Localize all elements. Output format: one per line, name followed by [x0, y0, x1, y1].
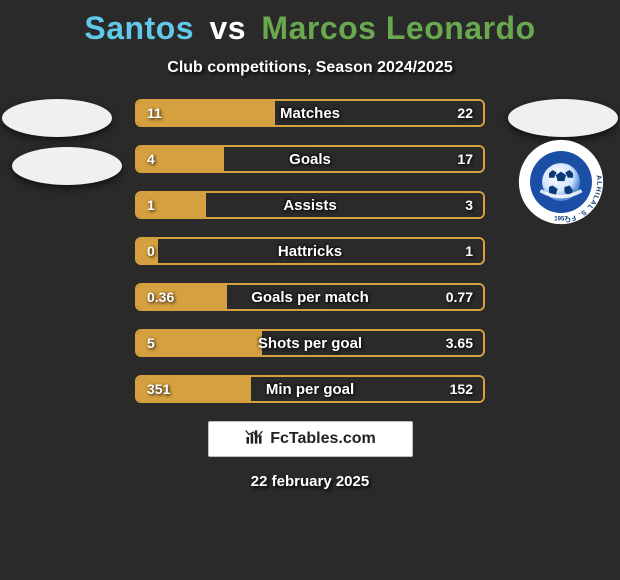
avatar-placeholder-left-1	[2, 99, 112, 137]
comparison-stage: ALHILAL S. FC 1957 Matches1122 Goals417 As…	[0, 99, 620, 403]
title-player1: Santos	[84, 10, 194, 46]
brand-box: FcTables.com	[208, 421, 413, 457]
stat-fill-left	[137, 239, 158, 263]
bar-chart-icon	[244, 427, 264, 452]
stat-row-goals: Goals417	[135, 145, 485, 173]
stat-row-assists: Assists13	[135, 191, 485, 219]
stat-fill-left	[137, 285, 227, 309]
stat-row-shots-per-goal: Shots per goal53.65	[135, 329, 485, 357]
stat-row-min-per-goal: Min per goal351152	[135, 375, 485, 403]
footer-date: 22 february 2025	[0, 473, 620, 490]
stat-fill-left	[137, 193, 206, 217]
stat-row-hattricks: Hattricks01	[135, 237, 485, 265]
stat-fill-right	[275, 101, 483, 125]
title-player2: Marcos Leonardo	[261, 10, 535, 46]
stat-fill-right	[251, 377, 483, 401]
avatar-placeholder-right-1	[508, 99, 618, 137]
brand-label: FcTables.com	[270, 430, 376, 448]
stat-row-matches: Matches1122	[135, 99, 485, 127]
club-logo-alhilal: ALHILAL S. FC 1957	[518, 139, 604, 225]
page-title: Santos vs Marcos Leonardo	[0, 0, 620, 47]
stat-fill-left	[137, 377, 251, 401]
stat-fill-right	[224, 147, 484, 171]
stat-fill-left	[137, 331, 262, 355]
avatar-placeholder-left-2	[12, 147, 122, 185]
title-vs: vs	[209, 10, 246, 46]
stat-fill-left	[137, 101, 275, 125]
stat-fill-right	[158, 239, 483, 263]
stats-bars: Matches1122 Goals417 Assists13 Hattricks01 G…	[135, 99, 485, 403]
stat-fill-right	[227, 285, 483, 309]
stat-fill-right	[206, 193, 483, 217]
stat-row-goals-per-match: Goals per match0.360.77	[135, 283, 485, 311]
stat-fill-left	[137, 147, 224, 171]
svg-text:1957: 1957	[554, 217, 568, 223]
stat-fill-right	[262, 331, 483, 355]
subtitle: Club competitions, Season 2024/2025	[0, 59, 620, 77]
